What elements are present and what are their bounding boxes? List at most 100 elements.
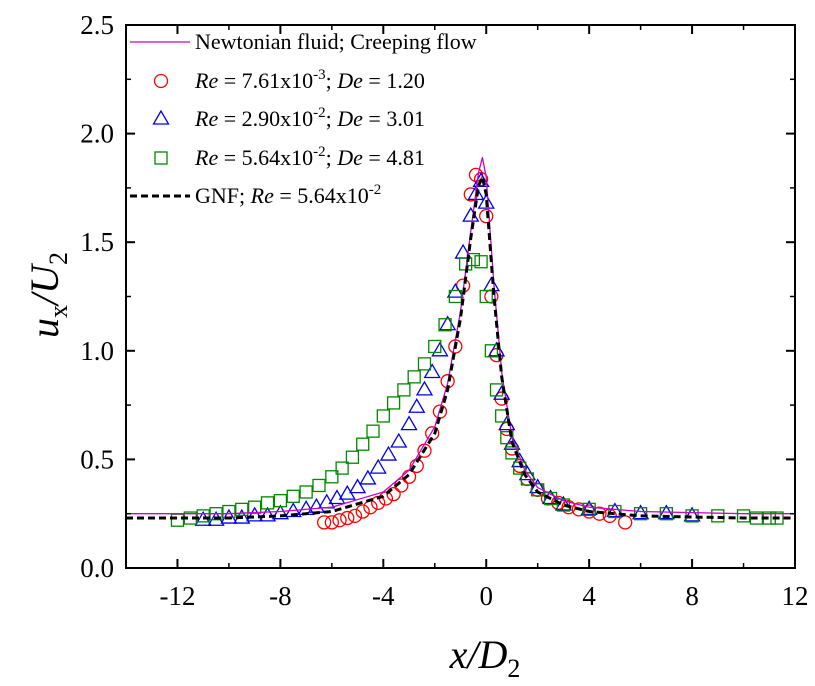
legend-label-newtonian: Newtonian fluid; Creeping flow bbox=[195, 29, 477, 54]
legend-text-part: ; bbox=[326, 106, 338, 131]
data-point bbox=[633, 507, 648, 521]
data-point bbox=[608, 504, 622, 519]
x-tick-label: 4 bbox=[582, 581, 596, 611]
data-point bbox=[340, 510, 355, 526]
axis-ticks bbox=[125, 24, 796, 569]
data-point bbox=[415, 380, 434, 396]
data-point bbox=[332, 513, 347, 528]
data-point bbox=[770, 511, 784, 525]
data-point bbox=[386, 396, 401, 410]
series-re1 bbox=[316, 167, 633, 530]
tick-labels: -12 -8 -4 0 4 8 12 0.0 0.5 1.0 1.5 2.0 2.5 bbox=[80, 10, 808, 611]
legend-marker-re3 bbox=[154, 151, 168, 165]
data-point bbox=[376, 409, 390, 423]
data-point bbox=[417, 357, 432, 371]
legend-text-part: Re bbox=[194, 68, 218, 93]
data-point bbox=[378, 491, 394, 506]
x-tick-label: 12 bbox=[782, 581, 809, 611]
data-point bbox=[431, 341, 449, 357]
series-line-gnf bbox=[126, 175, 795, 520]
data-point bbox=[170, 513, 185, 527]
data-point bbox=[335, 461, 349, 475]
legend-text-part: -2 bbox=[313, 144, 326, 160]
data-point bbox=[582, 502, 596, 517]
legend-text-part: = 2.90x10 bbox=[218, 106, 313, 131]
legend-text-part: = 1.20 bbox=[363, 68, 425, 93]
y-tick-label: 2.0 bbox=[80, 119, 114, 149]
data-point bbox=[258, 506, 277, 522]
data-point bbox=[531, 483, 545, 497]
data-point bbox=[312, 478, 326, 493]
data-point bbox=[366, 424, 380, 438]
x-tick-label: -4 bbox=[372, 581, 395, 611]
legend-text-part: Newtonian fluid; Creeping flow bbox=[195, 29, 477, 54]
data-point bbox=[659, 507, 673, 521]
legend-text-part: GNF; bbox=[195, 183, 251, 208]
series-re2 bbox=[194, 172, 701, 526]
data-point bbox=[551, 495, 566, 510]
y-tick-label: 1.5 bbox=[80, 227, 114, 257]
y-tick-label: 1.0 bbox=[80, 336, 114, 366]
x-tick-label: -8 bbox=[269, 581, 292, 611]
data-point bbox=[299, 485, 313, 499]
data-point bbox=[325, 470, 339, 484]
data-point bbox=[348, 478, 367, 494]
data-point bbox=[474, 255, 488, 269]
data-point bbox=[397, 383, 411, 397]
legend-marker-re2 bbox=[152, 109, 170, 125]
data-point bbox=[571, 502, 587, 517]
data-point bbox=[390, 432, 408, 448]
legend-label-re2: Re = 2.90x10-2; De = 3.01 bbox=[194, 105, 425, 131]
data-point bbox=[355, 504, 370, 519]
legend-text-part: -3 bbox=[313, 67, 326, 83]
data-point bbox=[498, 415, 516, 431]
data-point bbox=[222, 504, 236, 519]
data-point bbox=[196, 509, 210, 523]
legend-text-part: = 4.81 bbox=[363, 145, 425, 170]
legend-text-part: De bbox=[336, 145, 363, 170]
data-point bbox=[683, 506, 701, 522]
data-point bbox=[328, 489, 346, 505]
series-layer bbox=[126, 156, 795, 530]
data-point bbox=[479, 208, 494, 224]
data-point bbox=[511, 452, 529, 468]
data-point bbox=[428, 339, 442, 354]
data-point bbox=[423, 363, 441, 379]
legend-label-gnf: GNF; Re = 5.64x10-2 bbox=[195, 182, 381, 208]
x-axis-label: x/D2 bbox=[449, 632, 521, 683]
data-point bbox=[359, 469, 377, 485]
data-point bbox=[345, 450, 360, 464]
data-point bbox=[347, 508, 363, 524]
x-tick-label: 8 bbox=[685, 581, 699, 611]
legend-text-part: -2 bbox=[313, 105, 326, 121]
data-point bbox=[479, 289, 493, 304]
y-axis-label: ux/U2 bbox=[22, 252, 73, 338]
data-point bbox=[493, 384, 511, 400]
data-point bbox=[462, 206, 480, 222]
data-point bbox=[736, 509, 751, 523]
data-point bbox=[369, 458, 387, 474]
data-point bbox=[543, 491, 558, 506]
legend-text-part: Re bbox=[250, 183, 274, 208]
legend-label-re3: Re = 5.64x10-2; De = 4.81 bbox=[194, 144, 425, 170]
data-point bbox=[316, 515, 332, 530]
legend-text-part: De bbox=[336, 106, 363, 131]
legend-text-part: ; bbox=[326, 145, 338, 170]
data-point bbox=[408, 397, 426, 413]
data-point bbox=[324, 515, 339, 530]
legend-text-part: = 5.64x10 bbox=[274, 183, 369, 208]
y-tick-label: 2.5 bbox=[80, 10, 114, 40]
data-point bbox=[260, 496, 275, 510]
data-point bbox=[407, 370, 421, 384]
legend-text-part: Re bbox=[194, 145, 218, 170]
legend-text-part: Re bbox=[194, 106, 218, 131]
data-point bbox=[363, 500, 378, 515]
y-tick-label: 0.0 bbox=[80, 553, 114, 583]
legend-marker-re1 bbox=[153, 73, 169, 89]
series-re3 bbox=[170, 252, 784, 527]
legend: Newtonian fluid; Creeping flow Re = 7.61x… bbox=[130, 29, 477, 208]
legend-text-part: = 5.64x10 bbox=[218, 145, 313, 170]
legend-label-re1: Re = 7.61x10-3; De = 1.20 bbox=[194, 67, 425, 93]
data-point bbox=[467, 185, 485, 201]
data-point bbox=[235, 502, 249, 517]
